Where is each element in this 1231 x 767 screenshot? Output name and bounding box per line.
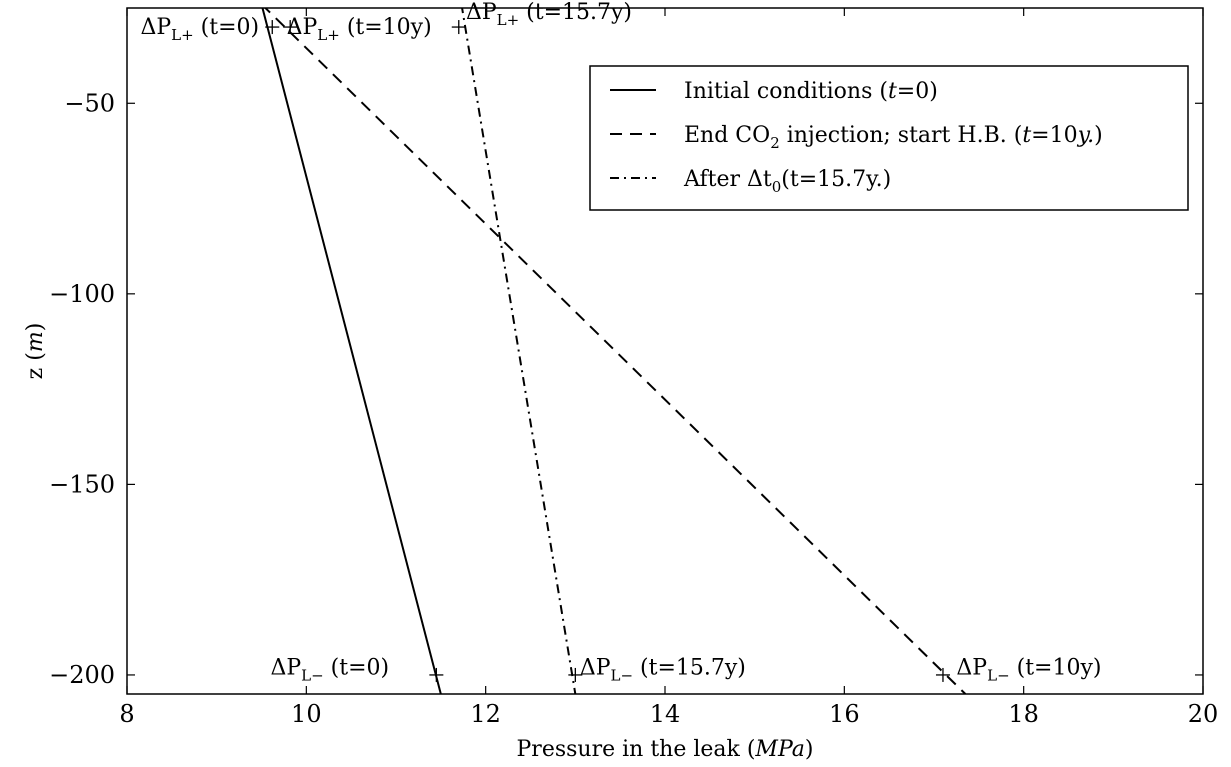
x-tick-label: 12 (470, 700, 501, 728)
x-tick-label: 8 (119, 700, 134, 728)
legend-entry: After Δt0(t=15.7y.) (610, 167, 891, 196)
plus-marker (283, 20, 298, 35)
x-axis-label: Pressure in the leak (MPa) (517, 737, 814, 762)
x-tick-label: 14 (650, 700, 681, 728)
marker-layer (265, 20, 950, 682)
x-tick: 20 (1188, 8, 1219, 728)
x-tick-label: 16 (829, 700, 860, 728)
series-layer (261, 8, 967, 694)
x-tick: 16 (829, 8, 860, 728)
annotation-layer: ΔPL+ (t=0) ΔPL+ (t=10y) ΔPL+ (t=15.7y) ΔPL−… (140, 0, 1101, 684)
legend: Initial conditions (t=0) End CO2 injectio… (589, 65, 1189, 211)
y-tick: −100 (49, 280, 1203, 308)
plus-marker (935, 667, 950, 682)
x-tick: 18 (1008, 8, 1039, 728)
plus-marker (451, 20, 466, 35)
legend-entry: Initial conditions (t=0) (610, 79, 938, 104)
series-line-3 (461, 8, 577, 694)
tick-layer: 8 10 12 14 16 18 20 −50 −100 −150 −200 (49, 8, 1218, 728)
y-tick-label: −150 (49, 470, 115, 498)
point-annotation: ΔPL− (t=15.7y) (580, 655, 746, 684)
x-tick-label: 10 (291, 700, 322, 728)
x-tick: 10 (291, 8, 322, 728)
y-tick: −50 (64, 89, 1203, 117)
x-tick: 14 (650, 8, 681, 728)
legend-entry: End CO2 injection; start H.B. (t=10y.) (610, 123, 1103, 152)
legend-label: Initial conditions (t=0) (684, 79, 938, 104)
point-annotation: ΔPL+ (t=0) (140, 15, 259, 44)
plus-marker (568, 667, 583, 682)
y-tick: −200 (49, 661, 1203, 689)
x-tick-label: 20 (1188, 700, 1219, 728)
x-tick: 8 (119, 8, 135, 728)
plus-marker (265, 20, 280, 35)
legend-label: End CO2 injection; start H.B. (t=10y.) (684, 123, 1103, 152)
series-line-2 (263, 8, 967, 694)
plus-marker (429, 667, 444, 682)
point-annotation: ΔPL− (t=0) (270, 655, 389, 684)
y-tick: −150 (49, 470, 1203, 498)
point-annotation: ΔPL+ (t=10y) (287, 15, 432, 44)
legend-label: After Δt0(t=15.7y.) (683, 167, 891, 196)
x-tick: 12 (470, 8, 501, 728)
y-tick-label: −50 (64, 89, 115, 117)
point-annotation: ΔPL− (t=10y) (956, 655, 1101, 684)
legend-box (589, 65, 1189, 211)
y-axis-label: z (m) (23, 323, 48, 380)
y-tick-label: −200 (49, 661, 115, 689)
x-tick-label: 18 (1008, 700, 1039, 728)
series-line-1 (261, 8, 442, 694)
y-tick-label: −100 (49, 280, 115, 308)
point-annotation: ΔPL+ (t=15.7y) (466, 0, 632, 29)
